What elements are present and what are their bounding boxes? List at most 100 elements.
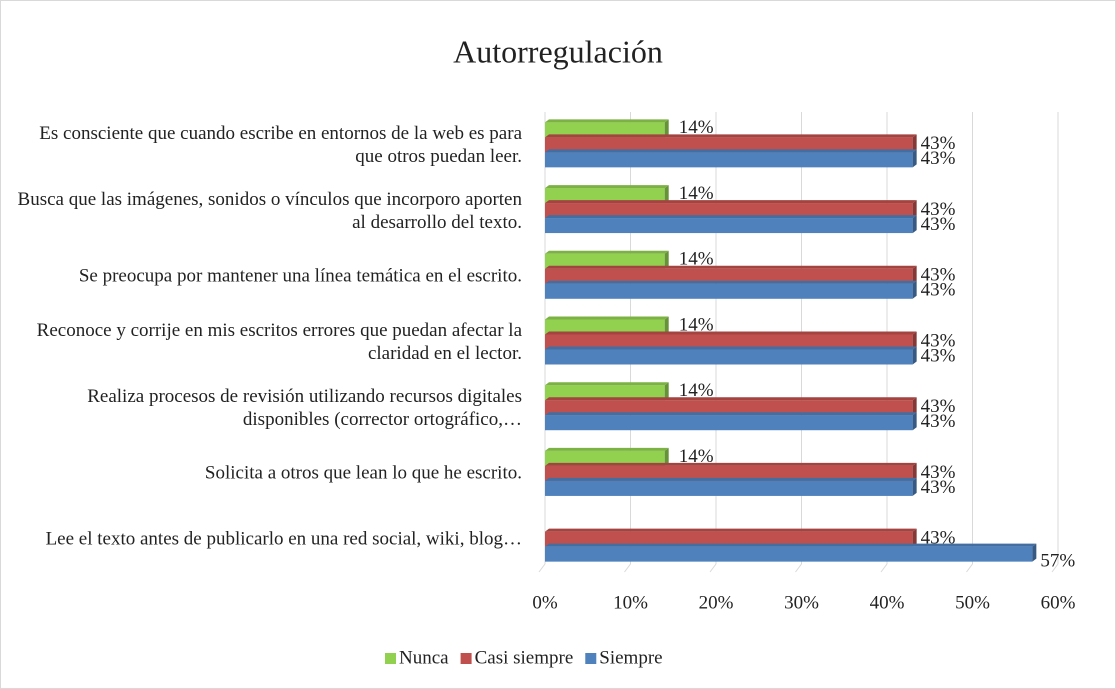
bar-top [545, 346, 917, 350]
bar-top [545, 447, 669, 451]
data-label: 14% [679, 380, 714, 401]
category-label: Se preocupa por mantener una línea temát… [78, 265, 522, 287]
bar-end [912, 477, 917, 496]
bar [545, 253, 665, 269]
bar [545, 400, 913, 416]
bar [545, 465, 913, 481]
grid-line-base [880, 563, 888, 573]
x-tick-label: 0% [532, 592, 558, 613]
bar-top [545, 462, 917, 466]
data-label: 14% [679, 117, 714, 138]
data-label: 43% [921, 280, 956, 301]
bar-top [545, 412, 917, 416]
bar-end [912, 149, 917, 168]
bar-end [912, 200, 917, 219]
category-label: Solicita a otros que lean lo que he escr… [204, 462, 522, 484]
data-label: 14% [679, 183, 714, 204]
grid-line-base [709, 563, 717, 573]
data-label: 43% [921, 477, 956, 498]
bar [545, 122, 665, 138]
bar [545, 385, 665, 401]
data-label: 43% [921, 133, 956, 154]
bar-top [545, 382, 669, 386]
grid-line-base [966, 563, 973, 573]
bar-end [664, 316, 669, 335]
legend-swatch [460, 653, 472, 664]
bar-top [545, 149, 917, 153]
bar-end [912, 134, 917, 153]
bar [545, 283, 913, 299]
bar [545, 415, 913, 431]
bar-top [545, 528, 917, 532]
data-label: 43% [921, 214, 956, 235]
data-label: 14% [679, 446, 714, 467]
bar-top [545, 200, 917, 204]
data-label: 43% [921, 411, 956, 432]
bar [545, 531, 913, 547]
bar [545, 334, 913, 350]
data-label: 43% [921, 330, 956, 351]
grid-line-base [1051, 563, 1059, 573]
category-label: Busca que las imágenes, sonidos o víncul… [17, 188, 522, 233]
data-label: 43% [921, 265, 956, 286]
category-label: Reconoce y corrije en mis escritos error… [36, 320, 522, 364]
bar-top [545, 543, 1037, 547]
category-label: Realiza procesos de revisión utilizando … [87, 385, 522, 430]
data-label: 43% [921, 345, 956, 366]
bar-end [1032, 543, 1037, 562]
data-label: 14% [679, 314, 714, 335]
bar-top [545, 119, 669, 123]
x-tick-label: 10% [613, 592, 648, 613]
legend-swatch [385, 653, 396, 664]
bar [545, 349, 913, 365]
legend-swatch [585, 653, 597, 664]
x-tick-label: 20% [699, 592, 734, 613]
bar-top [545, 397, 917, 401]
bar-top [545, 331, 917, 335]
legend-label: Siempre [599, 647, 662, 668]
bar-end [912, 528, 917, 547]
bar-end [912, 215, 917, 234]
bar [545, 268, 913, 284]
bar [545, 188, 665, 204]
data-label: 57% [1040, 551, 1075, 572]
grid-line-base [795, 563, 802, 573]
x-tick-label: 30% [784, 592, 819, 613]
bar-end [664, 250, 669, 269]
data-label: 43% [921, 396, 956, 417]
bar-end [912, 412, 917, 431]
bar-top [545, 250, 669, 254]
bar-top [545, 134, 917, 138]
legend-label: Casi siempre [475, 647, 574, 668]
bar-top [545, 265, 917, 269]
category-label: Es consciente que cuando escribe en ento… [39, 122, 522, 167]
grid-line-base [624, 563, 631, 573]
bar [545, 450, 665, 466]
bar [545, 137, 913, 153]
bar-end [912, 346, 917, 365]
bar [545, 319, 665, 335]
bar-end [664, 119, 669, 138]
x-tick-label: 50% [955, 592, 990, 613]
bar-end [912, 397, 917, 416]
bar-top [545, 215, 917, 219]
chart-title: Autorregulación [453, 33, 663, 69]
bar [545, 480, 913, 496]
data-label: 43% [921, 199, 956, 220]
data-label: 43% [921, 528, 956, 549]
bar-end [912, 265, 917, 284]
bar-top [545, 280, 917, 284]
bar [545, 152, 913, 168]
data-label: 43% [921, 148, 956, 169]
bar [545, 203, 913, 219]
legend-label: Nunca [399, 647, 449, 668]
bar-end [664, 185, 669, 204]
bar-end [664, 447, 669, 466]
data-label: 43% [921, 462, 956, 483]
bar [545, 546, 1033, 562]
bar-end [912, 280, 917, 299]
data-label: 14% [679, 249, 714, 270]
bar-top [545, 185, 669, 189]
